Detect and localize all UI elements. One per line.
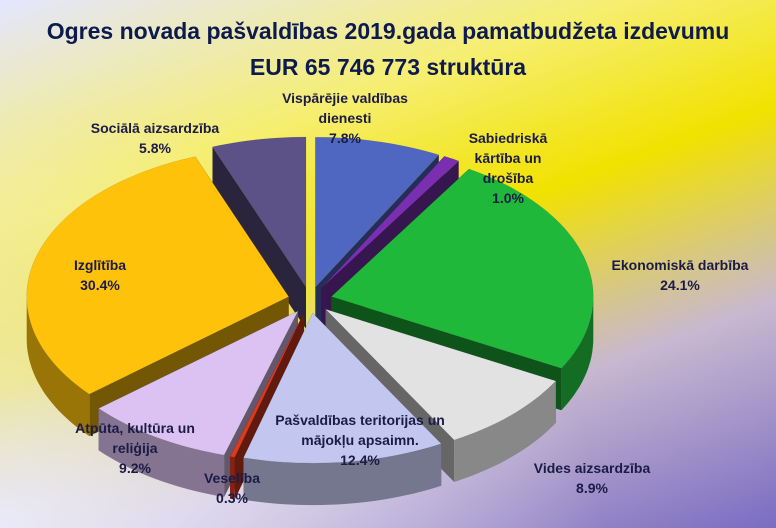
slice-side [243,443,442,506]
slice-label: Atpūta, kultūra un reliģija 9.2% [53,418,218,478]
category: Pašvaldības teritorijas un mājokļu apsai… [275,412,445,448]
value-label: 5.8% [139,140,171,156]
category: Veselība [203,470,261,486]
slice [325,309,557,441]
slice [212,136,307,288]
slice [229,312,305,458]
value-label: 12.4% [340,452,380,468]
slice [98,310,299,456]
category: Vispārējie valdības dienesti [282,90,408,126]
slice [243,312,442,464]
category: Sabiedriskā kārtība un drošība [468,130,548,186]
slice-label: Pašvaldības teritorijas un mājokļu apsai… [263,410,458,470]
slice-side [98,408,225,497]
chart-title: Ogres novada pašvaldības 2019.gada pamat… [46,18,730,44]
value-label: 7.8% [329,130,361,146]
slice-side [561,296,594,411]
category: Vides aizsardzība [533,460,651,476]
value-label: 24.1% [660,277,700,293]
slice-label: Sabiedriskā kārtība un drošība 1.0% [458,128,558,208]
slice-label: Sociālā aizsardzība 5.8% [70,118,240,158]
slice [330,168,594,369]
slice-side [26,296,90,437]
slice-label: Veselība 0.3% [187,468,277,508]
slice-label: Vispārējie valdības dienesti 7.8% [270,88,420,148]
value-label: 0.3% [216,490,248,506]
slice [26,156,290,395]
value-label: 8.9% [576,480,608,496]
category: Atpūta, kultūra un reliģija [75,420,195,456]
slice-side [454,381,556,482]
value-label: 30.4% [80,277,120,293]
slice-cut-face [212,146,306,329]
slice-label: Ekonomiskā darbība 24.1% [595,255,765,295]
value-label: 1.0% [492,190,524,206]
slice-label: Vides aizsardzība 8.9% [517,458,667,498]
category: Sociālā aizsardzība [90,120,220,136]
category: Ekonomiskā darbība [611,257,749,273]
slice-label: Izglītība 30.4% [50,255,150,295]
slice [315,136,440,288]
chart-subtitle: EUR 65 746 773 struktūra [249,54,527,80]
category: Izglītība [73,257,127,273]
value-label: 9.2% [119,460,151,476]
slice-side [230,456,235,500]
slice [320,155,460,289]
